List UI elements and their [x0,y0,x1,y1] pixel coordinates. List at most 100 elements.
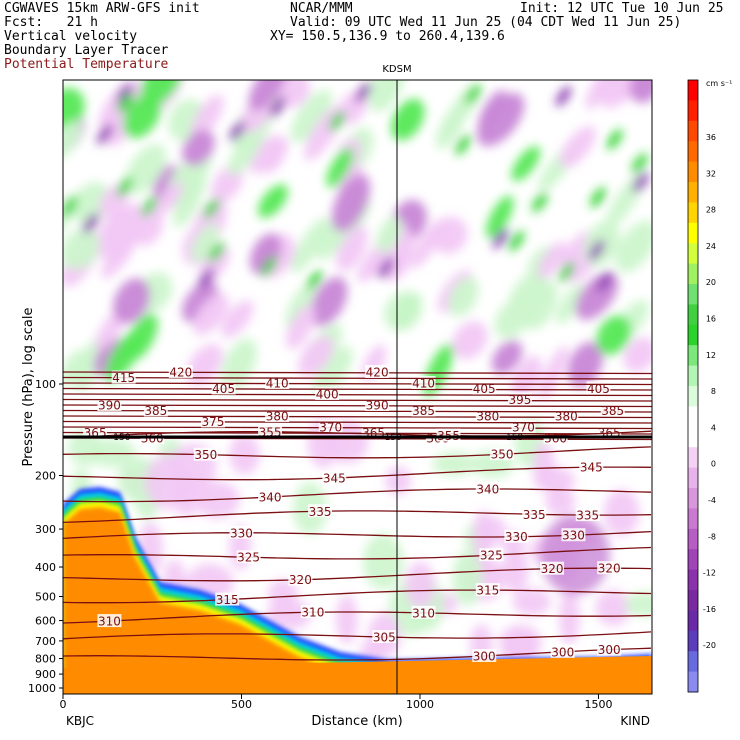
updraft-blob [494,299,531,339]
downdraft-blob [357,243,390,283]
theta-line-390 [63,404,652,408]
theta-label-400: 400 [316,388,339,402]
theta-label-bg [236,550,261,564]
theta-label-310: 310 [301,606,324,620]
lower-downdraft-blob [405,561,435,609]
y-tick-label: 100 [35,378,56,391]
downdraft-blob [476,92,525,147]
colorbar-frame [687,79,699,693]
lower-downdraft-blob [512,587,551,616]
theta-label-bg [365,365,390,378]
updraft-blob [448,276,479,317]
strong-updraft-core [606,129,623,150]
strong-updraft-core [208,241,225,263]
theta-label-bg [504,529,529,543]
lower-downdraft-blob [501,549,529,592]
updraft-blob [313,346,353,394]
model-title: CGWAVES 15km ARW-GFS init [4,1,200,16]
strong-downdraft-core [229,120,246,142]
field-vertical-velocity: Vertical velocity [4,29,138,44]
y-tick-label: 300 [35,523,56,536]
colorbar-swatch [688,161,698,183]
theta-label-bg [300,605,325,619]
theta-label-bg [550,644,575,658]
lower-downdraft-blob [559,589,580,646]
lower-downdraft-blob [476,515,506,546]
theta-label-370: 370 [512,421,535,435]
downdraft-blob [452,321,488,360]
updraft-blob [123,93,162,139]
colorbar-label: 4 [711,423,716,432]
theta-label-300: 300 [473,649,496,663]
theta-label-bg [318,420,343,433]
colorbar-swatch [688,590,698,611]
theta-line-335 [63,510,652,524]
theta-line-420 [63,371,652,375]
theta-line-395 [63,398,652,402]
theta-label-bg [265,376,290,389]
theta-label-410: 410 [266,377,289,391]
colorbar-swatch [688,80,698,101]
theta-label-bg [411,376,436,389]
theta-label-bg [540,561,565,575]
theta-line-340 [63,488,652,503]
updraft-blob [486,195,514,239]
colorbar-swatch [688,569,698,591]
colorbar-swatch [688,610,698,632]
downdraft-blob [585,80,617,110]
theta-line-370 [63,426,652,430]
theta-label-bg [322,470,347,484]
strong-updraft-core [531,191,548,213]
theta-line-330 [63,530,652,540]
updraft-blob [72,182,111,225]
theta-label-350: 350 [491,448,514,462]
colorbar-label: 0 [711,460,716,469]
theta-label-bg [315,387,340,400]
tracer-layer-4 [63,507,652,694]
colorbar-label: -16 [703,605,716,614]
colorbar-swatch [688,671,698,693]
strong-downdraft-core [96,124,113,145]
colorbar-swatch [688,324,698,346]
theta-label-320: 320 [541,562,564,576]
updraft-blob [391,98,425,141]
colorbar-label: 20 [706,278,716,287]
tropopause-label: 150 [385,433,402,443]
strong-downdraft-core [355,82,372,103]
theta-label-bg [575,508,600,522]
downdraft-blob [193,293,229,336]
downdraft-blob [511,355,543,399]
downdraft-blob [310,276,348,327]
theta-label-bg [522,507,547,521]
theta-line-355 [63,430,652,439]
theta-label-bg [365,398,390,411]
theta-label-340: 340 [259,491,282,505]
theta-label-405: 405 [473,382,496,396]
theta-label-385: 385 [601,404,624,418]
theta-label-bg [215,592,240,606]
x-tick-label: 1500 [584,698,612,711]
colorbar-label: 16 [706,315,716,324]
theta-label-bg [111,370,136,384]
theta-label-bg [597,642,622,656]
theta-label-bg [211,381,236,395]
lower-downdraft-blob [268,579,298,608]
downdraft-blob [491,340,523,375]
downdraft-blob [221,300,254,338]
lower-downdraft-blob [266,599,312,630]
lower-downdraft-blob [595,590,631,626]
theta-label-420: 420 [169,366,192,380]
downdraft-blob [336,225,368,272]
theta-label-320: 320 [289,573,312,587]
theta-label-310: 310 [412,606,435,620]
strong-downdraft-core [269,96,286,118]
y-tick-label: 1000 [28,682,56,695]
theta-label-330: 330 [505,530,528,544]
theta-label-315: 315 [216,593,239,607]
strong-updraft-core [306,270,323,291]
downdraft-blob [153,182,184,217]
theta-line-325 [63,546,652,560]
downdraft-region-east [540,515,610,595]
strong-downdraft-core [116,82,133,104]
colorbar-swatch [688,467,698,489]
